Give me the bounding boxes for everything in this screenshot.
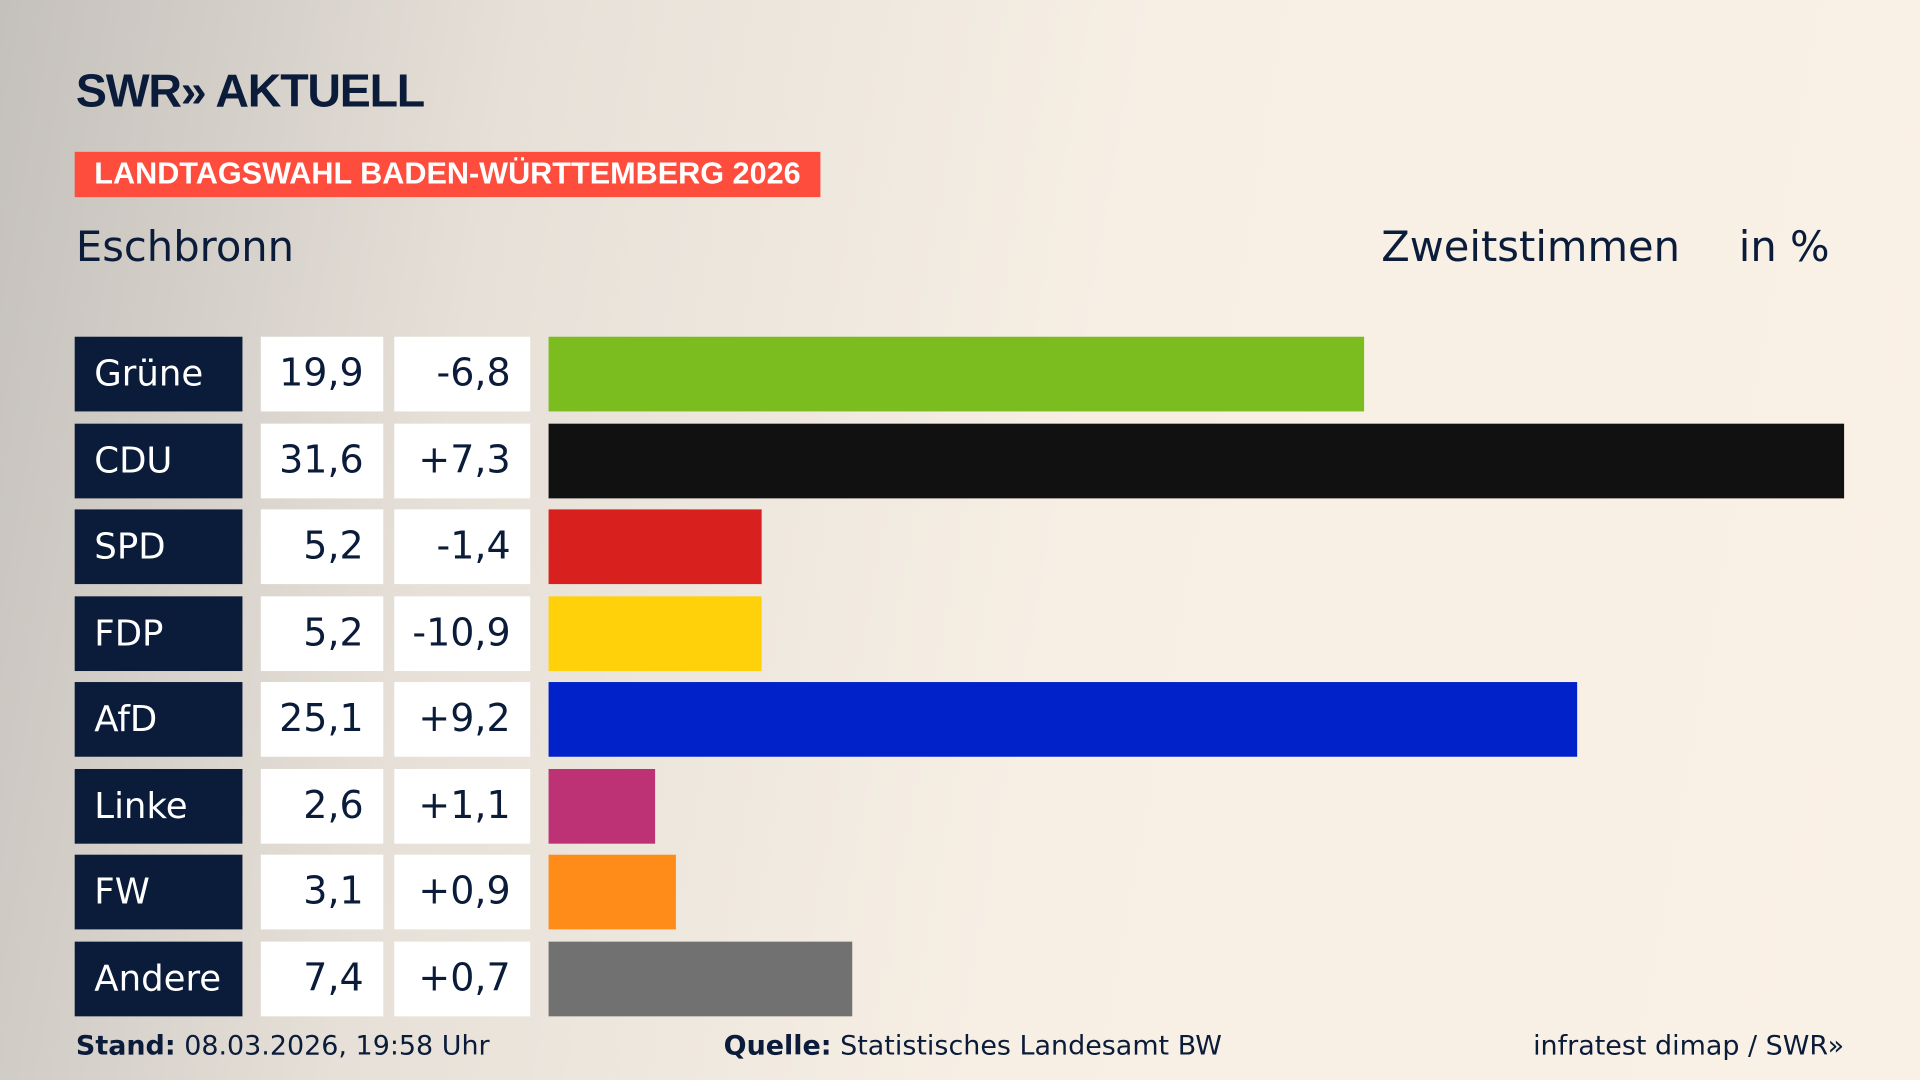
bar-row: Linke 2,6 +1,1 bbox=[74, 768, 1863, 844]
diff-label: -6,8 bbox=[394, 336, 531, 412]
party-label: Andere bbox=[74, 941, 243, 1016]
diff-label: +0,9 bbox=[394, 854, 531, 930]
value-label: 5,2 bbox=[260, 595, 384, 671]
bar bbox=[548, 941, 852, 1016]
value-label: 5,2 bbox=[260, 509, 384, 585]
diff-label: -10,9 bbox=[394, 595, 531, 671]
value-label: 7,4 bbox=[260, 941, 384, 1016]
value-label: 3,1 bbox=[260, 854, 384, 930]
bar-row: Grüne 19,9 -6,8 bbox=[74, 336, 1863, 412]
bar bbox=[548, 509, 762, 585]
party-label: SPD bbox=[74, 509, 243, 585]
party-label: Linke bbox=[74, 768, 243, 844]
bar bbox=[548, 768, 656, 844]
party-label: AfD bbox=[74, 682, 243, 757]
bar bbox=[548, 423, 1845, 498]
bar bbox=[548, 854, 676, 930]
metric-label: Zweitstimmen bbox=[1381, 222, 1681, 272]
timestamp: Stand: 08.03.2026, 19:58 Uhr bbox=[75, 1031, 490, 1062]
bar bbox=[548, 682, 1578, 757]
diff-label: +0,7 bbox=[394, 941, 531, 1016]
bar-row: Andere 7,4 +0,7 bbox=[74, 941, 1863, 1016]
bar-row: FW 3,1 +0,9 bbox=[74, 854, 1863, 930]
swr-aktuell-logo: SWR» AKTUELL bbox=[75, 66, 425, 118]
source: Quelle: Statistisches Landesamt BW bbox=[723, 1031, 1222, 1062]
value-label: 2,6 bbox=[260, 768, 384, 844]
bar-row: AfD 25,1 +9,2 bbox=[74, 682, 1863, 757]
diff-label: -1,4 bbox=[394, 509, 531, 585]
place-title: Eschbronn bbox=[75, 222, 295, 272]
bar bbox=[548, 595, 762, 671]
unit-label: in % bbox=[1738, 222, 1830, 272]
value-label: 31,6 bbox=[260, 423, 384, 498]
party-label: FW bbox=[74, 854, 243, 930]
bar-row: CDU 31,6 +7,3 bbox=[74, 423, 1863, 498]
election-banner: LANDTAGSWAHL BADEN-WÜRTTEMBERG 2026 bbox=[74, 151, 821, 198]
party-label: CDU bbox=[74, 423, 243, 498]
credit: infratest dimap / SWR» bbox=[1533, 1031, 1845, 1062]
bar-row: SPD 5,2 -1,4 bbox=[74, 509, 1863, 585]
bar-row: FDP 5,2 -10,9 bbox=[74, 595, 1863, 671]
diff-label: +9,2 bbox=[394, 682, 531, 757]
diff-label: +7,3 bbox=[394, 423, 531, 498]
party-label: Grüne bbox=[74, 336, 243, 412]
party-label: FDP bbox=[74, 595, 243, 671]
bar bbox=[548, 336, 1365, 412]
value-label: 25,1 bbox=[260, 682, 384, 757]
diff-label: +1,1 bbox=[394, 768, 531, 844]
value-label: 19,9 bbox=[260, 336, 384, 412]
